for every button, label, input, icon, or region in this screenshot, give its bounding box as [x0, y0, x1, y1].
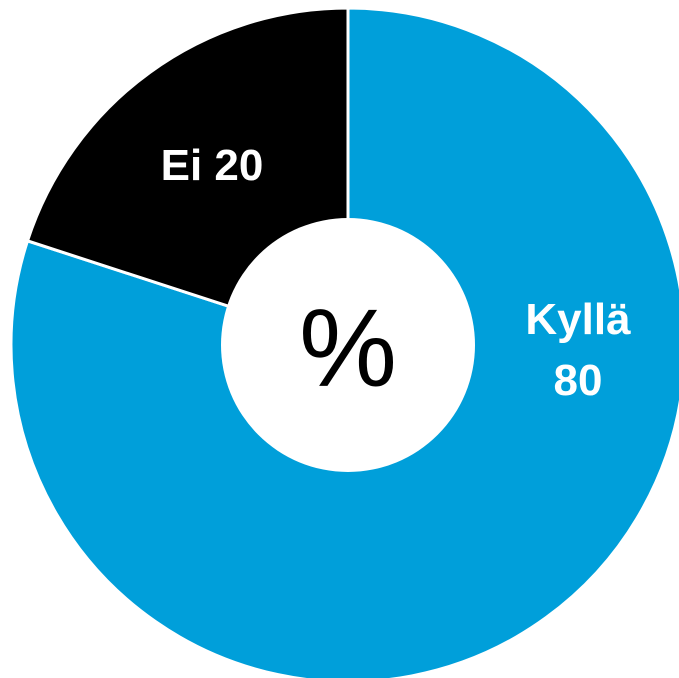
slice-label-ei-value: 20	[214, 141, 263, 190]
slice-label-ei: Ei 20	[161, 141, 264, 190]
center-percent-label: %	[299, 287, 397, 410]
slice-label-ei-name: Ei	[161, 141, 203, 190]
slice-label-kylla-name: Kyllä	[525, 295, 631, 344]
labels-layer: Kyllä 80 Ei 20	[161, 141, 631, 405]
slice-label-kylla-value: 80	[554, 356, 603, 405]
slice-label-ei-space	[202, 141, 214, 190]
pie-slice-kyll-	[9, 6, 679, 678]
donut-center-hole	[221, 218, 475, 472]
